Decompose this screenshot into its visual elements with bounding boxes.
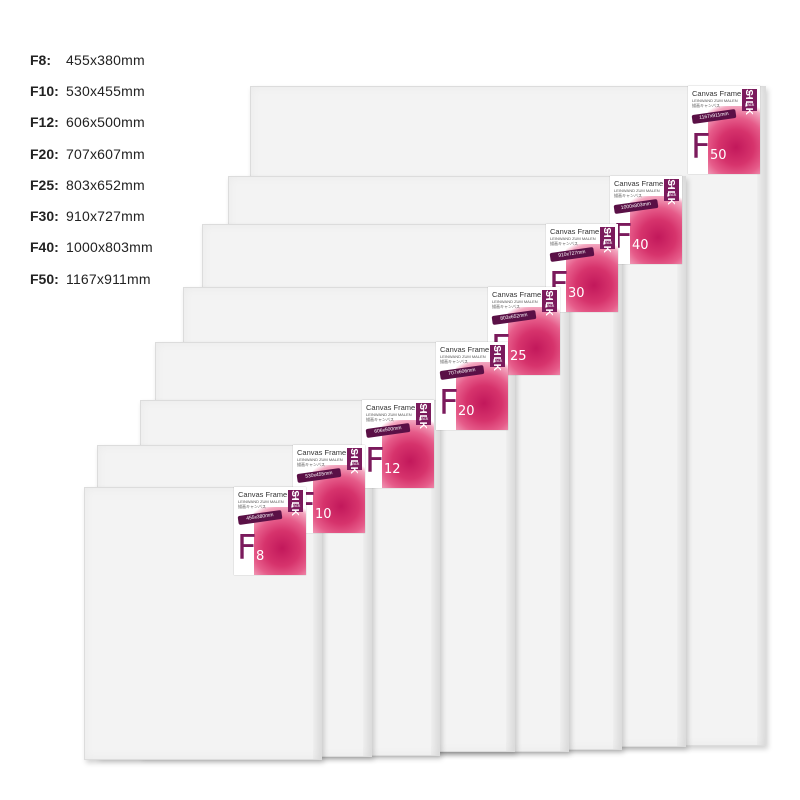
label-title: Canvas Frame — [238, 490, 288, 499]
label-subtitle-jp: 描画キャンバス — [366, 417, 394, 422]
label-f8: Canvas Frame LEINWAND ZUM MALEN 描画キャンバス … — [234, 487, 306, 575]
size-dimension: 455x380mm — [66, 51, 145, 68]
label-title: Canvas Frame — [366, 403, 416, 412]
pack-badge: 1 pack — [742, 89, 757, 111]
size-row-f25: F25: 803x652mm — [30, 169, 153, 200]
pack-text: pack — [544, 303, 555, 308]
size-number: 12 — [384, 462, 401, 477]
size-row-f30: F30: 910x727mm — [30, 200, 153, 231]
label-subtitle-jp: 描画キャンバス — [297, 462, 325, 467]
label-subtitle-jp: 描画キャンバス — [614, 193, 642, 198]
brand-name: FANSILK — [665, 176, 676, 206]
size-row-f50: F50: 1167x911mm — [30, 263, 153, 294]
pack-badge: 1 pack — [542, 290, 557, 312]
pack-number: 1 — [494, 346, 501, 357]
size-code: F8: — [30, 51, 51, 68]
size-code: F50: — [30, 270, 59, 287]
label-subtitle: LEINWAND ZUM MALEN — [297, 457, 343, 462]
pack-text: pack — [744, 102, 755, 107]
pack-number: 1 — [604, 228, 611, 239]
pack-text: pack — [666, 192, 677, 197]
pack-number: 1 — [546, 291, 553, 302]
label-subtitle: LEINWAND ZUM MALEN — [238, 499, 284, 504]
pack-number: 1 — [292, 491, 299, 502]
size-number: 50 — [710, 148, 727, 163]
pack-text: pack — [602, 240, 613, 245]
label-title: Canvas Frame — [297, 448, 347, 457]
label-subtitle: LEINWAND ZUM MALEN — [692, 98, 738, 103]
size-dimension: 606x500mm — [66, 114, 145, 131]
size-letter: F — [365, 441, 385, 481]
size-number: 30 — [568, 286, 585, 301]
brand-name: FANSILK — [491, 342, 502, 372]
label-subtitle: LEINWAND ZUM MALEN — [614, 188, 660, 193]
size-row-f12: F12: 606x500mm — [30, 107, 153, 138]
size-number: 20 — [458, 404, 475, 419]
pack-badge: 1 pack — [288, 490, 303, 512]
label-f30: Canvas Frame LEINWAND ZUM MALEN 描画キャンバス … — [546, 224, 618, 312]
pack-text: pack — [418, 416, 429, 421]
size-dimension: 1000x803mm — [66, 239, 153, 256]
label-title: Canvas Frame — [492, 290, 542, 299]
label-subtitle: LEINWAND ZUM MALEN — [492, 299, 538, 304]
size-code: F10: — [30, 82, 59, 99]
label-f50: Canvas Frame LEINWAND ZUM MALEN 描画キャンバス … — [688, 86, 760, 174]
brand-name: FANSILK — [601, 224, 612, 254]
pack-badge: 1 pack — [347, 448, 362, 470]
size-row-f20: F20: 707x607mm — [30, 138, 153, 169]
brand-name: FANSILK — [417, 400, 428, 430]
size-letter: F — [439, 383, 459, 423]
label-title: Canvas Frame — [440, 345, 490, 354]
pack-number: 1 — [668, 180, 675, 191]
size-dimension: 910x727mm — [66, 208, 145, 225]
size-code: F12: — [30, 114, 59, 131]
label-subtitle-jp: 描画キャンバス — [440, 359, 468, 364]
size-dimension: 707x607mm — [66, 145, 145, 162]
pack-badge: 1 pack — [416, 403, 431, 425]
label-subtitle: LEINWAND ZUM MALEN — [440, 354, 486, 359]
label-title: Canvas Frame — [550, 227, 600, 236]
pack-text: pack — [349, 461, 360, 466]
label-f12: Canvas Frame LEINWAND ZUM MALEN 描画キャンバス … — [362, 400, 434, 488]
pack-badge: 1 pack — [664, 179, 679, 201]
label-subtitle-jp: 描画キャンバス — [492, 304, 520, 309]
size-letter: F — [691, 127, 711, 167]
size-code: F30: — [30, 208, 59, 225]
brand-name: FANSILK — [543, 287, 554, 317]
brand-name: FANSILK — [289, 487, 300, 517]
size-row-f10: F10: 530x455mm — [30, 75, 153, 106]
brand-name: FANSILK — [743, 86, 754, 116]
label-subtitle-jp: 描画キャンバス — [238, 504, 266, 509]
size-number: 8 — [256, 549, 265, 564]
pack-number: 1 — [746, 90, 753, 101]
label-f40: Canvas Frame LEINWAND ZUM MALEN 描画キャンバス … — [610, 176, 682, 264]
pack-number: 1 — [420, 404, 427, 415]
size-number: 10 — [315, 507, 332, 522]
label-subtitle: LEINWAND ZUM MALEN — [550, 236, 596, 241]
label-title: Canvas Frame — [692, 89, 742, 98]
pack-text: pack — [492, 358, 503, 363]
size-dimension: 1167x911mm — [66, 270, 151, 287]
size-code: F25: — [30, 176, 59, 193]
size-number: 40 — [632, 238, 649, 253]
size-row-f8: F8: 455x380mm — [30, 44, 153, 75]
size-row-f40: F40: 1000x803mm — [30, 232, 153, 263]
label-subtitle-jp: 描画キャンバス — [692, 103, 720, 108]
brand-name: FANSILK — [348, 445, 359, 475]
label-title: Canvas Frame — [614, 179, 664, 188]
pack-text: pack — [290, 503, 301, 508]
pack-number: 1 — [351, 449, 358, 460]
size-dimension: 803x652mm — [66, 176, 145, 193]
size-dimension: 530x455mm — [66, 82, 145, 99]
label-f20: Canvas Frame LEINWAND ZUM MALEN 描画キャンバス … — [436, 342, 508, 430]
size-number: 25 — [510, 349, 527, 364]
size-letter: F — [237, 528, 257, 568]
label-subtitle: LEINWAND ZUM MALEN — [366, 412, 412, 417]
pack-badge: 1 pack — [490, 345, 505, 367]
size-code: F20: — [30, 145, 59, 162]
size-list: F8: 455x380mm F10: 530x455mm F12: 606x500mm… — [30, 44, 153, 294]
pack-badge: 1 pack — [600, 227, 615, 249]
size-code: F40: — [30, 239, 59, 256]
label-subtitle-jp: 描画キャンバス — [550, 241, 578, 246]
